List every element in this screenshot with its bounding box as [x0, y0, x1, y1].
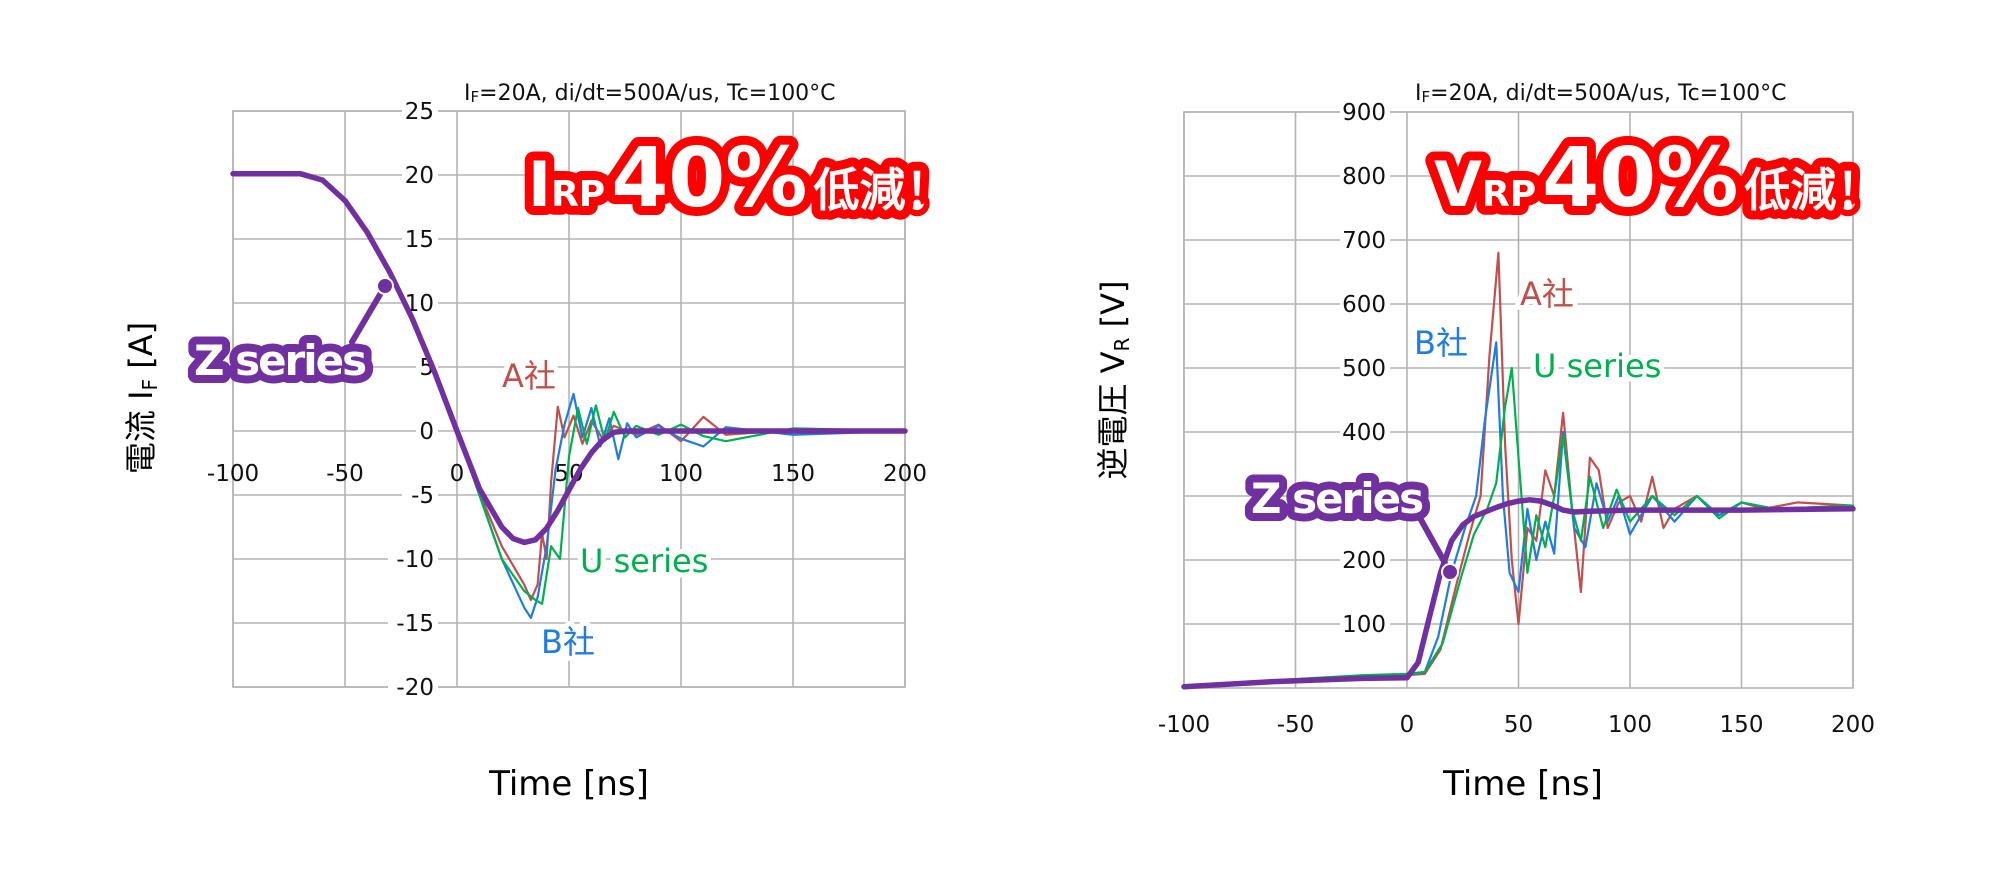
y-tick-label: 400 [1342, 420, 1386, 446]
y-tick-label: -20 [396, 675, 434, 701]
y-tick-label: -5 [411, 483, 434, 509]
x-tick-label: 150 [1720, 712, 1764, 738]
x-tick-label: -50 [1277, 712, 1315, 738]
voltage-label-u-series: U series [1533, 347, 1661, 385]
y-tick-label: 700 [1342, 228, 1386, 254]
current-label-u-series: U series [580, 542, 708, 580]
trace-z-series [1181, 497, 1856, 690]
y-tick-label: 600 [1342, 292, 1386, 318]
voltage-chart-traces [1181, 251, 1856, 690]
current-irp-reduction-badge: IRP40% 低減！ [528, 131, 951, 226]
y-tick-label: -15 [396, 611, 434, 637]
x-tick-label: -50 [326, 461, 364, 487]
voltage-z-callout-line [1417, 515, 1453, 575]
x-tick-label: 200 [1831, 712, 1875, 738]
x-tick-label: 100 [1608, 712, 1652, 738]
current-chart-condition: IF=20A, di/dt=500A/us, Tc=100°C [464, 81, 836, 106]
current-chart-y-axis-label: 電流 IF [A] [122, 322, 162, 474]
voltage-chart-condition: IF=20A, di/dt=500A/us, Tc=100°C [1415, 81, 1787, 106]
voltage-chart-frame [1183, 111, 1854, 689]
current-chart-frame [232, 110, 906, 688]
voltage-chart: 900 800 700 600 500 400 200 100 -100 -50 0 50 100 15… [1094, 81, 1891, 804]
y-tick-label: 900 [1342, 100, 1386, 126]
current-chart-x-ticks: -100 -50 0 50 100 150 200 [207, 461, 927, 487]
voltage-label-b-company: B社 [1414, 324, 1468, 362]
y-tick-label: 200 [1342, 548, 1386, 574]
current-z-series-label: Z series [194, 336, 366, 385]
trace-z-series [230, 170, 908, 546]
x-tick-label: 150 [771, 461, 815, 487]
current-label-b-company: B社 [541, 623, 595, 661]
current-z-callout-line [349, 283, 388, 345]
voltage-z-callout-dot [1441, 563, 1459, 581]
y-tick-label: 15 [405, 227, 434, 253]
voltage-label-a-company: A社 [1520, 275, 1574, 313]
y-tick-label: 0 [419, 419, 434, 445]
trace-a社 [1182, 251, 1855, 688]
y-tick-label: 800 [1342, 164, 1386, 190]
voltage-z-series-label: Z series [1251, 474, 1423, 523]
current-chart-traces [230, 170, 908, 620]
x-tick-label: 0 [1400, 712, 1415, 738]
voltage-chart-x-axis-label: Time [ns] [1442, 764, 1603, 804]
y-tick-label: 100 [1342, 612, 1386, 638]
voltage-chart-y-axis-label: 逆電圧 VR [V] [1094, 280, 1134, 479]
x-tick-label: 0 [450, 461, 465, 487]
x-tick-label: -100 [1158, 712, 1210, 738]
x-tick-label: 50 [1504, 712, 1533, 738]
current-z-callout-dot [376, 277, 394, 295]
voltage-chart-x-ticks: -100 -50 0 50 100 150 200 [1158, 712, 1875, 738]
voltage-vrp-reduction-badge: VRP40% 低減！ [1434, 131, 1882, 226]
trace-u-series [1182, 366, 1855, 688]
y-tick-label: 500 [1342, 356, 1386, 382]
current-chart-x-axis-label: Time [ns] [488, 764, 649, 804]
x-tick-label: -100 [207, 461, 259, 487]
x-tick-label: 200 [883, 461, 927, 487]
trace-b社 [1182, 341, 1855, 688]
current-label-a-company: A社 [502, 357, 556, 395]
x-tick-label: 100 [659, 461, 703, 487]
y-tick-label: 25 [405, 99, 434, 125]
voltage-chart-y-ticks: 900 800 700 600 500 400 200 100 [1340, 98, 1390, 638]
y-tick-label: -10 [396, 547, 434, 573]
y-tick-label: 20 [405, 163, 434, 189]
